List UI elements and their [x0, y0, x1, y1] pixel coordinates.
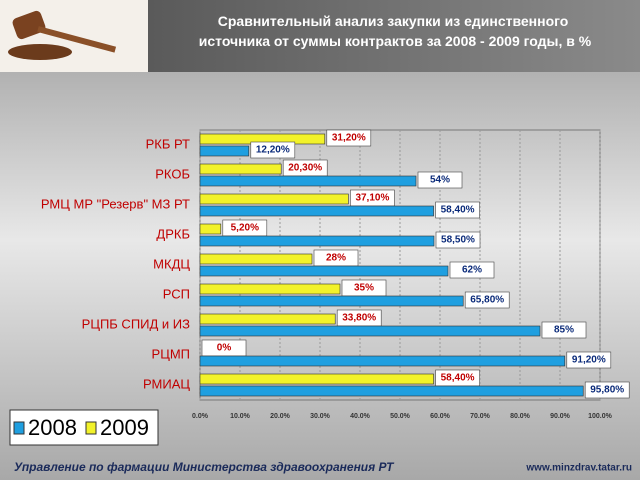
x-tick-label: 60.0% — [430, 413, 451, 420]
y-tick-label: РЦПБ СПИД и ИЗ — [82, 316, 190, 331]
y-tick-label: РМЦ МР "Резерв" МЗ РТ — [41, 196, 190, 211]
bar — [199, 205, 434, 217]
x-tick-label: 100.0% — [588, 413, 613, 420]
bar — [199, 313, 336, 325]
bar — [199, 193, 349, 205]
value-label-box — [449, 261, 495, 279]
legend-swatch — [13, 421, 25, 435]
y-tick-label: РКОБ — [155, 166, 190, 181]
legend-label: 2008 — [28, 415, 77, 440]
y-tick-label: РСП — [163, 286, 190, 301]
value-label-box — [250, 141, 296, 159]
x-tick-label: 40.0% — [350, 413, 371, 420]
value-label: 31,20% — [332, 133, 366, 144]
bar — [199, 253, 313, 265]
bar — [199, 355, 566, 367]
value-label-box — [541, 321, 587, 339]
value-label: 33,80% — [342, 313, 376, 324]
value-label: 35% — [354, 283, 374, 294]
bar — [199, 283, 341, 295]
legend-label: 2009 — [100, 415, 149, 440]
header — [148, 0, 640, 72]
value-label: 91,20% — [572, 355, 606, 366]
value-label: 85% — [554, 325, 574, 336]
gavel-icon — [8, 10, 117, 60]
footer-left: Управление по фармации Министерства здра… — [14, 460, 395, 474]
legend-swatch — [85, 421, 97, 435]
value-label: 5,20% — [231, 223, 259, 234]
value-label: 58,40% — [441, 373, 475, 384]
bar — [199, 295, 464, 307]
value-label: 12,20% — [256, 145, 290, 156]
bar — [199, 235, 435, 247]
y-tick-label: РКБ РТ — [146, 136, 190, 151]
title-line: источника от суммы контрактов за 2008 - … — [199, 33, 592, 49]
value-label-box — [584, 381, 630, 399]
value-label: 65,80% — [470, 295, 504, 306]
value-label-box — [435, 201, 480, 219]
bar — [199, 175, 417, 187]
x-tick-label: 90.0% — [550, 413, 571, 420]
y-tick-label: РЦМП — [152, 346, 190, 361]
bar — [199, 163, 282, 175]
value-label: 54% — [430, 175, 450, 186]
value-label-box — [326, 129, 372, 147]
x-tick-label: 10.0% — [230, 413, 251, 420]
footer-right: www.minzdrav.tatar.ru — [525, 463, 632, 474]
bar — [199, 145, 250, 157]
value-label: 95,80% — [590, 385, 624, 396]
title-line: Сравнительный анализ закупки из единстве… — [218, 13, 569, 29]
value-label: 58,40% — [441, 205, 475, 216]
value-label: 0% — [217, 343, 232, 354]
value-label: 20,30% — [288, 163, 322, 174]
bar — [199, 265, 449, 277]
chart-title: Сравнительный анализ закупки из единстве… — [199, 13, 592, 49]
value-label: 58,50% — [441, 235, 475, 246]
x-tick-label: 50.0% — [390, 413, 411, 420]
value-label: 37,10% — [355, 193, 389, 204]
value-label-box — [435, 231, 481, 249]
bar — [199, 373, 434, 385]
y-tick-label: РМИАЦ — [143, 376, 190, 391]
value-label-box — [566, 351, 612, 369]
bar — [199, 385, 584, 397]
value-label: 28% — [326, 253, 346, 264]
value-label-box — [464, 291, 510, 309]
legend-box — [9, 409, 159, 446]
x-tick-label: 20.0% — [270, 413, 291, 420]
y-tick-label: ДРКБ — [156, 226, 190, 241]
x-tick-label: 70.0% — [470, 413, 491, 420]
bar — [199, 325, 541, 337]
value-label: 62% — [462, 265, 482, 276]
y-tick-label: МКДЦ — [153, 256, 190, 271]
x-tick-label: 0.0% — [192, 413, 209, 420]
bar — [199, 223, 222, 235]
x-tick-label: 80.0% — [510, 413, 531, 420]
value-label-box — [417, 171, 463, 189]
x-tick-label: 30.0% — [310, 413, 331, 420]
